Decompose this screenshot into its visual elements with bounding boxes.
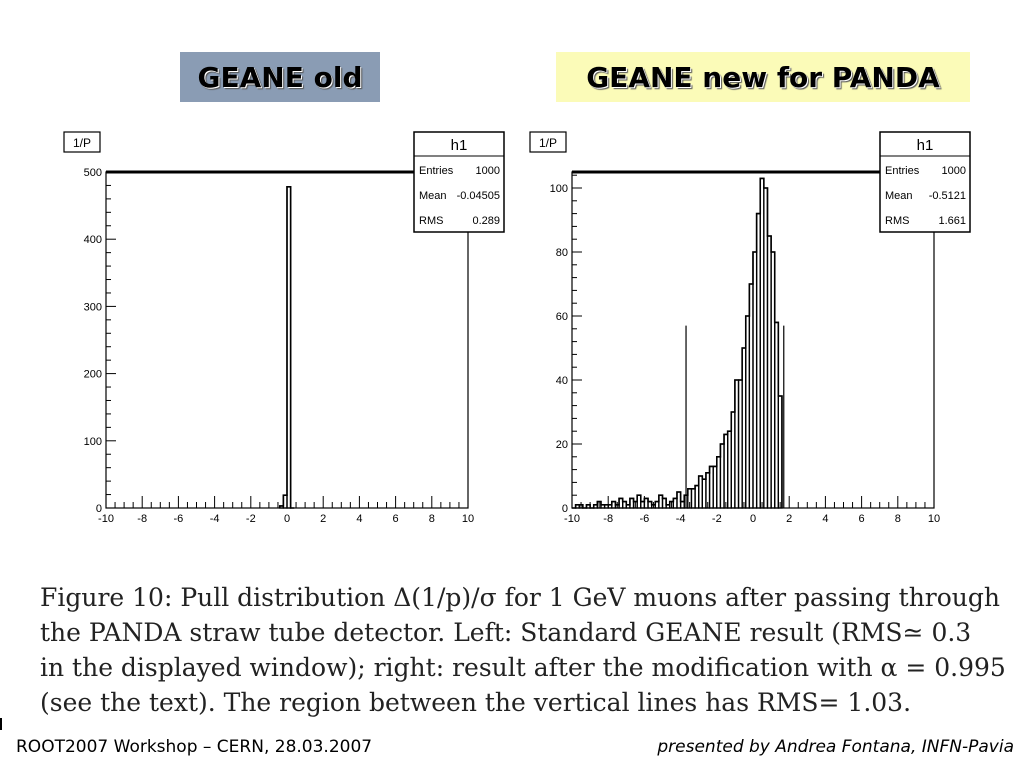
x-tick-label: -2	[712, 513, 722, 525]
x-tick-label: 8	[895, 513, 901, 525]
x-tick-label: 6	[859, 513, 865, 525]
y-tick-label: 60	[556, 311, 568, 323]
plot-title: 1/P	[73, 136, 91, 150]
y-tick-label: 100	[550, 183, 568, 195]
x-tick-label: 4	[356, 513, 362, 525]
stats-name: h1	[451, 137, 468, 154]
x-tick-label: -6	[174, 513, 184, 525]
stats-label: Entries	[885, 165, 920, 177]
y-tick-label: 200	[84, 369, 102, 381]
caption-line: the PANDA straw tube detector. Left: Sta…	[40, 618, 972, 647]
stats-label: RMS	[419, 215, 443, 227]
title-box	[529, 131, 567, 153]
stats-name: h1	[917, 137, 934, 154]
x-tick-label: 0	[750, 513, 756, 525]
x-tick-label: -8	[137, 513, 147, 525]
figure-caption: Figure 10: Pull distribution Δ(1/p)/σ fo…	[40, 580, 1010, 720]
title-box	[63, 131, 101, 153]
x-tick-label: 6	[393, 513, 399, 525]
y-tick-label: 0	[562, 503, 568, 515]
stats-value: 0.289	[472, 215, 500, 227]
y-tick-label: 0	[96, 503, 102, 515]
x-tick-label: -4	[210, 513, 220, 525]
caption-line: in the displayed window); right: result …	[40, 653, 1006, 682]
footer-presenter: presented by Andrea Fontana, INFN-Pavia	[657, 737, 1014, 757]
plot-title: 1/P	[539, 136, 557, 150]
caption-line: (see the text). The region between the v…	[40, 688, 912, 717]
y-tick-label: 40	[556, 375, 568, 387]
label-geane-old: GEANE old	[180, 52, 380, 102]
y-tick-label: 80	[556, 247, 568, 259]
stats-value: -0.5121	[929, 190, 966, 202]
x-tick-label: 2	[320, 513, 326, 525]
edge-mark	[0, 718, 2, 730]
x-tick-label: 10	[928, 513, 940, 525]
x-tick-label: -8	[603, 513, 613, 525]
x-tick-label: 4	[822, 513, 828, 525]
histogram-outline	[278, 185, 295, 509]
stats-value: 1.661	[938, 215, 966, 227]
caption-line: Figure 10: Pull distribution Δ(1/p)/σ fo…	[40, 583, 1000, 612]
histogram-right: 1/P-10 -8 -6 -4 -2 0 2 4 6 8 10020406080100h1Entri…	[529, 131, 971, 525]
footer-workshop: ROOT2007 Workshop – CERN, 28.03.2007	[16, 737, 373, 757]
stats-label: Entries	[419, 165, 454, 177]
stats-label: RMS	[885, 215, 909, 227]
x-tick-label: -10	[564, 513, 580, 525]
y-tick-label: 500	[84, 167, 102, 179]
x-tick-label: 0	[284, 513, 290, 525]
histogram-left: 1/P-10 -8 -6 -4 -2 0 2 4 6 8 100100200300400500h1E…	[63, 131, 505, 525]
stats-label: Mean	[419, 190, 447, 202]
stats-label: Mean	[885, 190, 913, 202]
stats-value: 1000	[476, 165, 500, 177]
x-tick-label: -10	[98, 513, 114, 525]
y-tick-label: 400	[84, 234, 102, 246]
x-tick-label: 8	[429, 513, 435, 525]
label-geane-new: GEANE new for PANDA	[556, 52, 970, 102]
histogram-outline	[572, 177, 783, 509]
stats-box	[879, 131, 971, 233]
x-tick-label: -4	[676, 513, 686, 525]
x-tick-label: -6	[640, 513, 650, 525]
x-tick-label: -2	[246, 513, 256, 525]
stats-box	[413, 131, 505, 233]
y-tick-label: 300	[84, 301, 102, 313]
x-tick-label: 10	[462, 513, 474, 525]
x-tick-label: 2	[786, 513, 792, 525]
y-tick-label: 100	[84, 436, 102, 448]
stats-value: -0.04505	[457, 190, 500, 202]
stats-value: 1000	[942, 165, 966, 177]
y-tick-label: 20	[556, 439, 568, 451]
